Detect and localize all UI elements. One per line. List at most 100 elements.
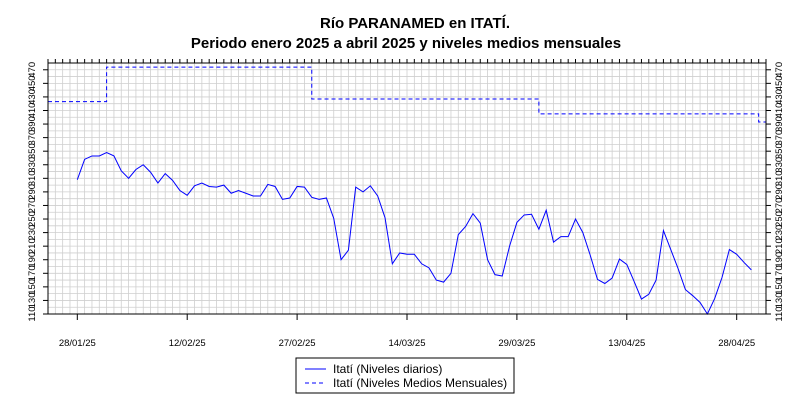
data-point-daily (721, 277, 722, 278)
y-tick-label-left: 130 (27, 293, 38, 309)
data-point-daily (443, 282, 444, 283)
y-tick-label-left: 230 (27, 225, 38, 241)
data-point-daily (406, 254, 407, 255)
data-point-daily (333, 218, 334, 219)
data-point-daily (311, 197, 312, 198)
data-point-daily (377, 195, 378, 196)
y-tick-label-left: 190 (27, 252, 38, 268)
data-point-daily (121, 170, 122, 171)
y-tick-label-right: 330 (774, 157, 785, 173)
data-point-daily (685, 289, 686, 290)
data-point-daily (590, 254, 591, 255)
y-tick-label-right: 170 (774, 265, 785, 281)
y-tick-label-right: 150 (774, 279, 785, 295)
data-point-daily (362, 191, 363, 192)
y-tick-label-right: 350 (774, 143, 785, 159)
data-point-daily (355, 187, 356, 188)
data-point-daily (201, 182, 202, 183)
legend-entry-daily: Itatí (Niveles diarios) (333, 362, 442, 376)
legend: Itatí (Niveles diarios) Itatí (Niveles M… (295, 357, 515, 394)
data-point-daily (494, 274, 495, 275)
data-point-monthly (538, 98, 539, 99)
y-tick-label-left: 350 (27, 143, 38, 159)
data-point-daily (113, 155, 114, 156)
y-tick-label-right: 250 (774, 211, 785, 227)
data-point-daily (150, 172, 151, 173)
data-point-daily (106, 152, 107, 153)
data-point-daily (626, 264, 627, 265)
y-tick-label-left: 390 (27, 116, 38, 132)
data-point-daily (128, 178, 129, 179)
y-tick-label-right: 310 (774, 170, 785, 186)
y-tick-label-right: 110 (774, 306, 785, 321)
y-tick-label-right: 370 (774, 130, 785, 146)
data-point-daily (282, 199, 283, 200)
data-point-daily (692, 295, 693, 296)
data-point-daily (297, 186, 298, 187)
data-point-daily (751, 269, 752, 270)
data-point-daily (216, 187, 217, 188)
data-point-daily (143, 164, 144, 165)
data-point-daily (575, 218, 576, 219)
x-tick-label: 13/04/25 (608, 338, 645, 349)
y-tick-label-right: 270 (774, 198, 785, 214)
data-point-daily (509, 246, 510, 247)
data-point-daily (648, 294, 649, 295)
data-point-daily (421, 263, 422, 264)
data-point-daily (619, 258, 620, 259)
y-tick-label-right: 210 (774, 238, 785, 254)
data-point-daily (318, 199, 319, 200)
y-tick-label-left: 250 (27, 211, 38, 227)
x-tick-label: 29/03/25 (498, 338, 535, 349)
y-tick-label-left: 270 (27, 198, 38, 214)
data-point-daily (472, 213, 473, 214)
y-tick-label-left: 410 (27, 103, 38, 119)
data-point-daily (99, 155, 100, 156)
data-point-monthly (758, 113, 759, 114)
data-point-daily (487, 259, 488, 260)
data-point-daily (604, 283, 605, 284)
data-point-daily (194, 185, 195, 186)
data-point-daily (656, 279, 657, 280)
y-tick-label-right: 390 (774, 116, 785, 132)
data-point-monthly (311, 66, 312, 67)
data-point-daily (546, 210, 547, 211)
data-point-daily (179, 190, 180, 191)
data-point-daily (384, 217, 385, 218)
data-point-daily (465, 226, 466, 227)
x-tick-label: 28/01/25 (59, 338, 96, 349)
data-point-monthly (538, 113, 539, 114)
y-tick-label-right: 190 (774, 252, 785, 268)
y-tick-label-right: 450 (774, 75, 785, 91)
data-point-daily (670, 249, 671, 250)
data-point-monthly (758, 121, 759, 122)
y-tick-label-left: 470 (27, 62, 38, 78)
data-point-daily (260, 195, 261, 196)
data-point-daily (436, 279, 437, 280)
y-tick-label-left: 330 (27, 157, 38, 173)
data-point-daily (538, 229, 539, 230)
y-tick-label-left: 210 (27, 238, 38, 254)
y-tick-label-left: 150 (27, 279, 38, 295)
y-tick-label-left: 430 (27, 89, 38, 105)
data-point-daily (399, 252, 400, 253)
data-point-daily (172, 180, 173, 181)
data-point-daily (428, 267, 429, 268)
data-point-daily (370, 185, 371, 186)
data-point-daily (209, 186, 210, 187)
data-point-monthly (106, 101, 107, 102)
data-point-monthly (106, 66, 107, 67)
x-tick-label: 27/02/25 (279, 338, 316, 349)
data-point-daily (458, 234, 459, 235)
data-point-daily (729, 249, 730, 250)
data-point-daily (516, 222, 517, 223)
data-point-daily (736, 254, 737, 255)
y-tick-label-left: 450 (27, 75, 38, 91)
data-point-daily (582, 232, 583, 233)
y-tick-label-left: 110 (27, 306, 38, 321)
data-point-daily (157, 182, 158, 183)
grid-layer (47, 62, 767, 315)
y-tick-label-left: 290 (27, 184, 38, 200)
